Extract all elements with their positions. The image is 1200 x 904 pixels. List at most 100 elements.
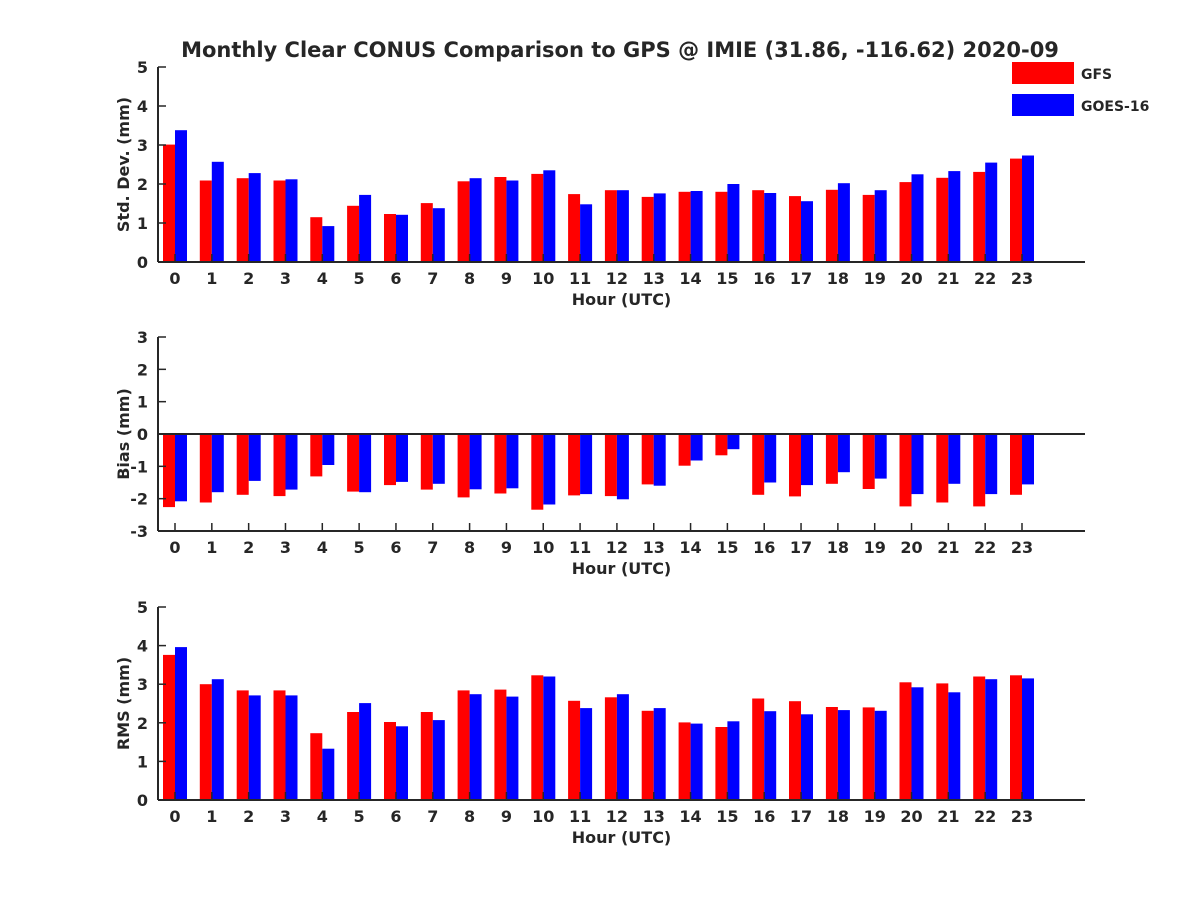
bar-goes16-hour-13 [653, 193, 666, 262]
bar-goes16-hour-18 [837, 183, 850, 262]
bar-gfs-hour-7 [420, 434, 433, 490]
bar-gfs-hour-20 [899, 182, 912, 262]
bar-gfs-hour-6 [384, 434, 396, 486]
bar-gfs-hour-1 [199, 434, 212, 503]
bar-goes16-hour-22 [985, 434, 998, 495]
x-tick-label: 18 [827, 269, 849, 288]
legend-label-goes16: GOES-16 [1081, 99, 1149, 115]
bar-goes16-hour-12 [616, 190, 629, 262]
bar-gfs-hour-11 [568, 700, 581, 800]
bar-goes16-hour-13 [653, 708, 666, 800]
y-tick-label: 2 [137, 175, 148, 194]
bar-gfs-hour-13 [641, 710, 654, 800]
bar-gfs-hour-22 [973, 171, 986, 262]
bar-goes16-hour-23 [1022, 434, 1034, 485]
bar-gfs-hour-4 [310, 733, 323, 800]
bar-goes16-hour-16 [764, 193, 777, 262]
bar-goes16-hour-4 [322, 226, 335, 262]
bar-goes16-hour-17 [801, 714, 813, 800]
bar-gfs-hour-11 [568, 194, 581, 262]
bar-goes16-hour-9 [506, 696, 519, 800]
x-tick-label: 3 [280, 807, 291, 826]
bar-gfs-hour-4 [310, 434, 323, 477]
x-tick-label: 17 [790, 269, 812, 288]
bar-goes16-hour-7 [432, 720, 445, 800]
legend: GFS GOES-16 [1012, 62, 1149, 116]
bar-gfs-hour-15 [715, 434, 728, 456]
bar-gfs-hour-19 [862, 194, 875, 262]
bar-goes16-hour-22 [985, 679, 998, 800]
bar-gfs-hour-22 [973, 434, 986, 507]
bar-goes16-hour-6 [396, 726, 408, 800]
bar-goes16-hour-5 [359, 194, 372, 262]
bar-goes16-hour-19 [874, 710, 887, 800]
bar-goes16-hour-1 [211, 161, 224, 262]
x-tick-label: 15 [716, 538, 738, 557]
bar-gfs-hour-19 [862, 707, 875, 800]
bar-goes16-hour-21 [948, 171, 961, 262]
bar-goes16-hour-8 [469, 178, 482, 262]
x-tick-label: 7 [427, 269, 438, 288]
bar-gfs-hour-15 [715, 727, 728, 800]
bar-goes16-hour-2 [248, 434, 261, 481]
x-tick-label: 16 [753, 538, 775, 557]
bar-goes16-hour-0 [175, 130, 187, 262]
bar-goes16-hour-12 [616, 694, 629, 800]
bar-gfs-hour-3 [273, 180, 286, 262]
bar-gfs-hour-16 [752, 434, 765, 495]
x-tick-label: 4 [317, 807, 328, 826]
x-tick-label: 2 [243, 269, 254, 288]
bar-goes16-hour-3 [285, 695, 298, 800]
x-tick-label: 16 [753, 269, 775, 288]
x-tick-label: 5 [354, 538, 365, 557]
bar-gfs-hour-9 [494, 689, 507, 800]
bar-goes16-hour-19 [874, 434, 887, 479]
x-tick-label: 6 [390, 269, 401, 288]
bar-gfs-hour-18 [825, 707, 838, 800]
x-tick-label: 11 [569, 269, 591, 288]
bar-gfs-hour-4 [310, 217, 323, 262]
bar-goes16-hour-17 [801, 201, 813, 262]
bar-gfs-hour-16 [752, 698, 765, 800]
x-tick-label: 22 [974, 269, 996, 288]
bar-goes16-hour-11 [580, 434, 593, 495]
x-tick-label: 14 [679, 538, 701, 557]
bar-goes16-hour-2 [248, 695, 261, 800]
x-tick-label: 12 [606, 538, 628, 557]
bar-gfs-hour-14 [678, 434, 691, 466]
y-tick-label: -1 [130, 457, 148, 476]
x-tick-label: 0 [169, 807, 180, 826]
x-tick-label: 7 [427, 538, 438, 557]
bar-goes16-hour-2 [248, 173, 261, 262]
y-tick-label: 3 [137, 328, 148, 347]
bar-gfs-hour-3 [273, 690, 286, 800]
y-tick-label: 1 [137, 752, 148, 771]
bar-gfs-hour-1 [199, 180, 212, 262]
bar-goes16-hour-22 [985, 162, 998, 262]
bar-goes16-hour-13 [653, 434, 666, 486]
bar-gfs-hour-7 [420, 712, 433, 800]
x-tick-label: 21 [937, 807, 959, 826]
bar-goes16-hour-7 [432, 434, 445, 484]
x-tick-label: 23 [1011, 538, 1033, 557]
bar-goes16-hour-17 [801, 434, 813, 486]
bar-gfs-hour-2 [236, 178, 249, 262]
x-tick-label: 16 [753, 807, 775, 826]
x-axis-label: Hour (UTC) [572, 559, 672, 578]
bar-gfs-hour-6 [384, 214, 396, 262]
bar-gfs-hour-0 [163, 434, 175, 508]
y-tick-label: -2 [130, 490, 148, 509]
bar-goes16-hour-23 [1022, 155, 1034, 262]
bar-gfs-hour-20 [899, 682, 912, 800]
bar-gfs-hour-18 [825, 189, 838, 262]
x-tick-label: 2 [243, 538, 254, 557]
bar-goes16-hour-9 [506, 180, 519, 262]
y-tick-label: 0 [137, 791, 148, 810]
y-tick-label: -3 [130, 522, 148, 541]
bar-gfs-hour-23 [1010, 434, 1022, 495]
bar-goes16-hour-11 [580, 204, 593, 262]
bar-gfs-hour-21 [936, 434, 949, 503]
bar-gfs-hour-5 [347, 434, 360, 492]
